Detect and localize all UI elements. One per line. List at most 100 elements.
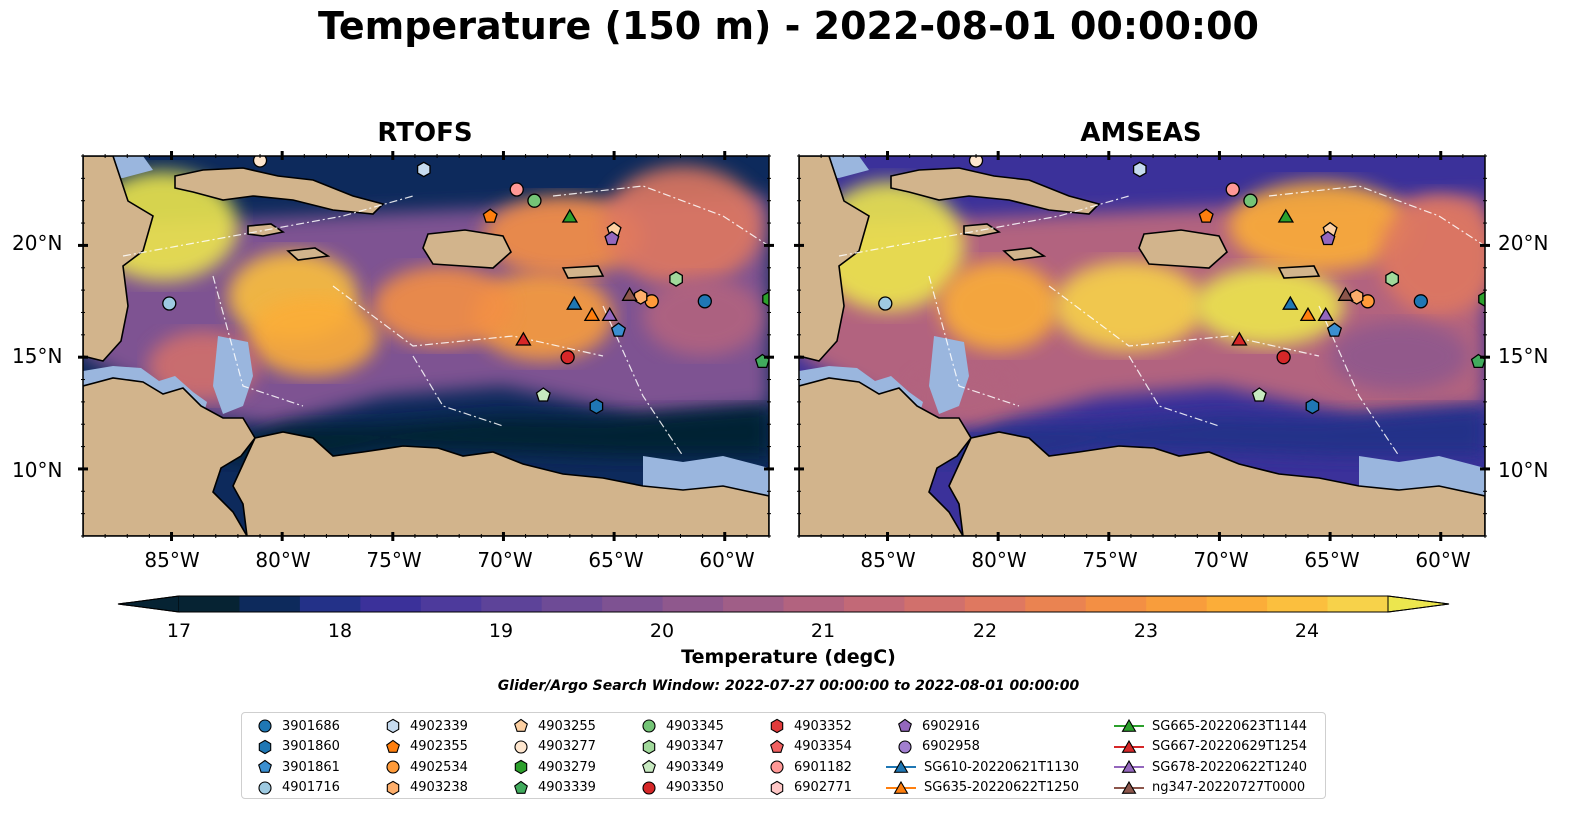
platform-marker-4903277[interactable] — [968, 154, 984, 168]
panel-title-amseas: AMSEAS — [1080, 118, 1202, 148]
legend-item: SG610-20220621T1130 — [886, 757, 1079, 777]
hexagon-marker-icon — [642, 739, 656, 754]
legend-label: 4903347 — [666, 739, 724, 754]
platform-marker-SG635-20220622T1250[interactable] — [1299, 306, 1317, 322]
legend-label: 4902355 — [410, 739, 468, 754]
lon-label-right: 60°W — [1415, 548, 1471, 572]
legend-label: 4903350 — [666, 780, 724, 795]
colorbar-swatch — [1206, 596, 1268, 612]
legend-label: SG678-20220622T1240 — [1152, 759, 1308, 775]
map-frame — [798, 155, 1486, 537]
colorbar-label: Temperature (degC) — [681, 646, 896, 668]
platform-marker-6902916[interactable] — [1320, 230, 1336, 246]
platform-marker-4903345[interactable] — [527, 193, 542, 208]
colorbar-swatch — [723, 596, 784, 612]
platform-marker-ng347-20220727T0000[interactable] — [1337, 286, 1354, 301]
legend-label: ng347-20220727T0000 — [1152, 780, 1306, 795]
colorbar-extend-low — [117, 595, 180, 613]
legend-item: 4903352 — [768, 716, 852, 736]
colorbar — [117, 595, 1450, 613]
lat-label-right: 20°N — [1498, 231, 1549, 255]
platform-marker-SG665-20220623T1144[interactable] — [1277, 208, 1295, 223]
platform-marker-4902339[interactable] — [416, 161, 431, 178]
legend: 3901686 3901860 3901861 4901716 4902339 49023… — [241, 712, 1326, 799]
platform-marker-4903349[interactable] — [1251, 387, 1267, 402]
pentagon-marker-icon — [258, 759, 272, 773]
platform-marker-3901860[interactable] — [1305, 398, 1320, 415]
lat-label-left: 10°N — [12, 458, 63, 482]
legend-item: 6901182 — [768, 757, 852, 777]
legend-item: 4902534 — [384, 757, 468, 777]
triangle-marker-icon — [1114, 759, 1144, 773]
platform-marker-4903350[interactable] — [560, 350, 575, 365]
platform-marker-4903349[interactable] — [535, 387, 551, 402]
lon-label-right: 85°W — [860, 548, 916, 572]
platform-marker-4902355[interactable] — [482, 208, 498, 223]
colorbar-outline — [117, 595, 1450, 613]
lat-label-left: 20°N — [12, 231, 63, 255]
colorbar-swatch — [1267, 596, 1329, 612]
platform-marker-4901716[interactable] — [162, 296, 177, 311]
panel-title-rtofs: RTOFS — [377, 118, 473, 148]
platform-marker-4903345[interactable] — [1243, 193, 1258, 208]
legend-label: 6902916 — [922, 718, 980, 734]
platform-marker-4903238[interactable] — [1349, 288, 1364, 305]
triangle-marker-icon — [886, 780, 916, 794]
colorbar-swatch — [843, 596, 905, 612]
colorbar-swatch — [1025, 596, 1087, 612]
platform-marker-3901686[interactable] — [1413, 294, 1428, 309]
platform-marker-SG678-20220622T1240[interactable] — [601, 306, 618, 322]
platform-marker-SG678-20220622T1240[interactable] — [1317, 306, 1334, 322]
platform-marker-SG610-20220621T1130[interactable] — [566, 295, 583, 310]
colorbar-swatch — [481, 596, 543, 612]
search-window-caption: Glider/Argo Search Window: 2022-07-27 00… — [497, 678, 1080, 694]
triangle-marker-icon — [1114, 739, 1144, 753]
platform-marker-4903279[interactable] — [1478, 291, 1491, 307]
platform-marker-3901861[interactable] — [610, 322, 627, 337]
platform-marker-ng347-20220727T0000[interactable] — [621, 286, 638, 301]
platform-marker-6902916[interactable] — [604, 230, 620, 246]
platform-marker-6901182[interactable] — [1225, 182, 1240, 197]
legend-label: 6901182 — [794, 759, 852, 775]
platform-marker-4903350[interactable] — [1276, 350, 1291, 365]
platform-marker-3901686[interactable] — [697, 294, 712, 309]
platform-marker-4903238[interactable] — [633, 288, 648, 305]
legend-item: 4902355 — [384, 737, 468, 757]
map-frame — [82, 155, 770, 537]
legend-item: 6902958 — [896, 737, 980, 757]
platform-marker-SG667-20220629T1254[interactable] — [1231, 331, 1248, 346]
rtofs-map[interactable] — [83, 154, 775, 536]
circle-marker-icon — [386, 760, 400, 774]
platform-marker-SG635-20220622T1250[interactable] — [583, 306, 601, 322]
platform-marker-4903347[interactable] — [669, 271, 683, 287]
platform-marker-4901716[interactable] — [878, 296, 893, 311]
platform-marker-SG667-20220629T1254[interactable] — [515, 331, 532, 346]
platform-marker-3901861[interactable] — [1326, 322, 1343, 337]
rtofs-field — [83, 156, 769, 536]
platform-marker-4903347[interactable] — [1385, 271, 1399, 287]
lon-label-right: 65°W — [1304, 548, 1360, 572]
platform-marker-SG610-20220621T1130[interactable] — [1282, 295, 1299, 310]
colorbar-swatch — [360, 596, 422, 612]
circle-marker-icon — [514, 739, 528, 754]
pentagon-marker-icon — [770, 739, 784, 753]
amseas-field — [799, 156, 1485, 536]
legend-label: 4903354 — [794, 739, 852, 754]
platform-marker-4903277[interactable] — [252, 154, 268, 168]
platform-marker-6901182[interactable] — [509, 182, 524, 197]
legend-item: 4903277 — [512, 737, 596, 757]
platform-marker-4903279[interactable] — [762, 291, 775, 307]
platform-marker-SG665-20220623T1144[interactable] — [561, 208, 579, 223]
legend-item: 4903354 — [768, 737, 852, 757]
amseas-map[interactable] — [799, 154, 1499, 536]
legend-label: 4903238 — [410, 780, 468, 795]
legend-item: 4903345 — [640, 716, 724, 736]
colorbar-swatch — [904, 596, 966, 612]
platform-marker-3901860[interactable] — [589, 398, 604, 415]
platform-marker-4902355[interactable] — [1198, 208, 1214, 223]
platform-marker-4902339[interactable] — [1132, 161, 1147, 178]
legend-item: SG665-20220623T1144 — [1114, 716, 1307, 736]
colorbar-swatch — [1085, 596, 1147, 612]
colorbar-tick: 17 — [166, 620, 192, 642]
legend-label: 3901860 — [282, 739, 340, 754]
